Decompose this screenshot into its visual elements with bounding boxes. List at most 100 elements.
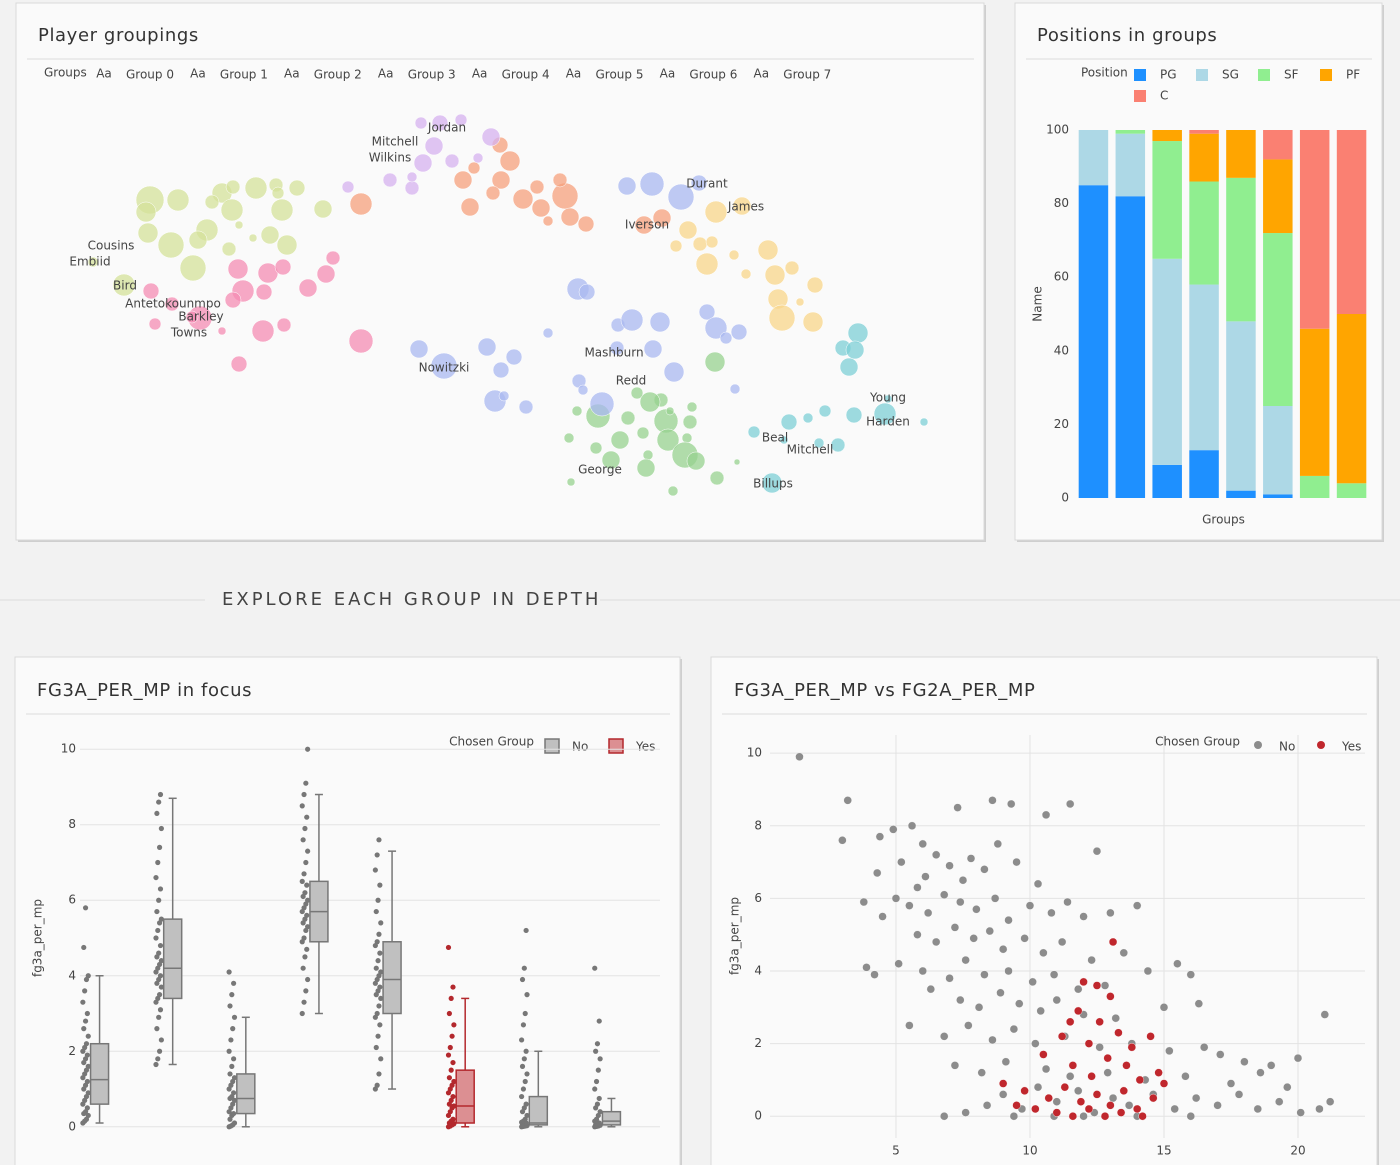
bubble xyxy=(692,236,708,252)
bubble xyxy=(698,303,716,321)
scatter-point xyxy=(907,821,917,830)
scatter-point xyxy=(1100,1112,1110,1121)
scatter-point xyxy=(921,872,930,881)
legend-symbol: Aa xyxy=(754,67,770,81)
box-point xyxy=(80,999,86,1005)
bubble xyxy=(227,258,249,280)
box-point xyxy=(519,1037,525,1043)
scatter-point xyxy=(972,905,981,914)
box-point xyxy=(593,1048,599,1054)
box-point xyxy=(524,1112,530,1119)
scatter-point xyxy=(1012,857,1021,867)
y-tick-label: 100 xyxy=(1046,123,1069,137)
chart-title: FG3A_PER_MP vs FG2A_PER_MP xyxy=(734,680,1035,701)
scatter-point xyxy=(1266,1061,1276,1070)
box-point xyxy=(81,944,87,951)
bubble xyxy=(642,449,654,461)
box-point xyxy=(447,1044,453,1051)
scatter-point xyxy=(988,1035,997,1045)
player-label: Billups xyxy=(753,477,793,491)
player-label: Durant xyxy=(686,177,728,191)
box-point xyxy=(302,890,308,896)
bubble xyxy=(481,127,501,147)
bubble xyxy=(454,113,468,127)
x-tick-label: 10 xyxy=(1022,1144,1037,1158)
scatter-point xyxy=(1084,1039,1094,1048)
bar-segment xyxy=(1152,464,1182,498)
bubble xyxy=(499,150,521,172)
box-point xyxy=(301,791,307,798)
scatter-point xyxy=(1100,981,1110,990)
box-point xyxy=(230,1026,236,1032)
scatter-point xyxy=(1031,1039,1040,1048)
box xyxy=(162,918,183,1000)
bubble xyxy=(665,406,675,416)
box-point xyxy=(522,1078,528,1085)
bar-segment xyxy=(1263,406,1293,495)
scatter-point xyxy=(1095,1017,1104,1027)
legend-swatch xyxy=(1320,69,1332,81)
bubble xyxy=(649,311,671,333)
legend-label: PF xyxy=(1346,68,1360,82)
box-point xyxy=(153,874,159,881)
box-point xyxy=(450,984,456,990)
box-point xyxy=(374,1010,380,1017)
scatter-point xyxy=(913,930,922,939)
bubble xyxy=(221,241,237,257)
bubble xyxy=(157,231,185,259)
box-point xyxy=(448,995,454,1002)
scatter-point xyxy=(950,923,960,932)
legend-label: Group 7 xyxy=(783,68,831,82)
box-point xyxy=(377,882,383,888)
legend-label: No xyxy=(572,740,588,754)
box-point xyxy=(597,1109,603,1115)
bubble xyxy=(704,200,728,224)
scatter-point xyxy=(795,752,804,761)
box-point xyxy=(451,1078,457,1085)
scatter-point xyxy=(1106,908,1115,918)
box-point xyxy=(378,1056,384,1062)
box-point xyxy=(523,927,529,934)
y-tick-label: 2 xyxy=(68,1044,76,1058)
bubble xyxy=(472,152,484,164)
box-point xyxy=(157,886,164,892)
y-tick-label: 0 xyxy=(1061,491,1069,505)
bubble xyxy=(542,215,554,227)
box-point xyxy=(85,1063,91,1069)
legend-label: SF xyxy=(1284,68,1299,82)
y-tick-label: 6 xyxy=(68,893,76,907)
box-point xyxy=(521,965,527,971)
box-point xyxy=(85,1090,91,1096)
scatter-point xyxy=(1240,1057,1249,1066)
scatter-point xyxy=(1020,1086,1029,1096)
scatter-point xyxy=(1116,1108,1126,1117)
scatter-point xyxy=(1138,1112,1147,1121)
box-point xyxy=(303,859,309,866)
box-point xyxy=(594,1101,601,1107)
legend-label: Group 4 xyxy=(502,68,550,82)
scatter-point xyxy=(1106,992,1115,1001)
scatter-point xyxy=(1165,1046,1174,1056)
bubble xyxy=(270,198,294,222)
box-point xyxy=(156,897,162,903)
scatter-point xyxy=(1216,1050,1225,1059)
box-point xyxy=(302,825,308,832)
bubble xyxy=(704,316,728,340)
bubble xyxy=(747,425,761,439)
scatter-point xyxy=(1194,999,1204,1008)
scatter-point xyxy=(980,865,989,874)
legend-swatch xyxy=(608,738,624,754)
scatter-point xyxy=(862,963,871,972)
box-point xyxy=(373,908,379,915)
bubble xyxy=(818,404,832,418)
bubble xyxy=(551,182,579,210)
bubble xyxy=(578,283,596,301)
box-point xyxy=(597,1056,603,1062)
bubble xyxy=(656,428,680,452)
box-point xyxy=(305,746,311,752)
scatter-point xyxy=(875,832,885,841)
legend-label: Group 2 xyxy=(314,68,362,82)
scatter-point xyxy=(1087,1072,1096,1081)
bubble xyxy=(424,136,444,156)
box-point xyxy=(377,950,383,956)
